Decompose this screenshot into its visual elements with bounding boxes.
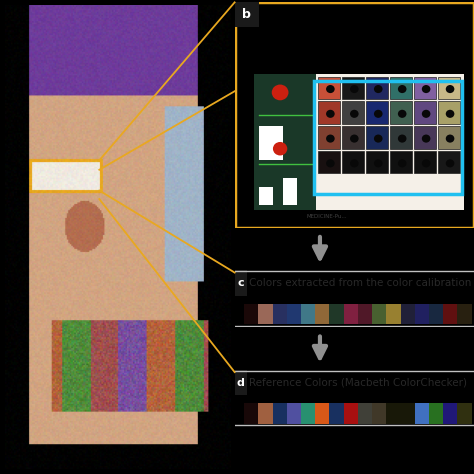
Bar <box>366 151 388 173</box>
Bar <box>287 403 301 424</box>
Circle shape <box>350 135 359 143</box>
Bar <box>283 178 297 205</box>
Circle shape <box>422 85 430 93</box>
Bar <box>429 304 443 324</box>
Bar <box>366 126 388 149</box>
Circle shape <box>374 85 383 93</box>
Bar <box>344 403 358 424</box>
Circle shape <box>422 110 430 118</box>
Bar <box>358 403 372 424</box>
Circle shape <box>446 110 455 118</box>
Circle shape <box>398 110 407 118</box>
Bar <box>301 304 315 324</box>
Bar <box>315 304 329 324</box>
Bar <box>386 304 401 324</box>
Bar <box>259 126 283 160</box>
Bar <box>254 74 465 210</box>
Bar <box>254 74 316 210</box>
Bar <box>438 77 460 99</box>
Circle shape <box>326 110 335 118</box>
Circle shape <box>374 135 383 143</box>
Bar <box>258 304 273 324</box>
Circle shape <box>398 85 407 93</box>
Text: Reference Colors (Macbeth ColorChecker): Reference Colors (Macbeth ColorChecker) <box>249 377 467 387</box>
Circle shape <box>446 135 455 143</box>
Circle shape <box>273 142 287 155</box>
Bar <box>319 101 340 124</box>
Bar <box>273 403 287 424</box>
Circle shape <box>374 110 383 118</box>
Circle shape <box>398 159 407 167</box>
Circle shape <box>422 159 430 167</box>
Bar <box>443 304 457 324</box>
Bar <box>342 126 364 149</box>
Text: Colors extracted from the color calibration pla: Colors extracted from the color calibrat… <box>249 278 474 288</box>
Bar <box>390 126 412 149</box>
Bar <box>415 403 429 424</box>
Bar <box>259 187 273 205</box>
Bar <box>438 126 460 149</box>
Bar <box>273 304 287 324</box>
Bar <box>438 101 460 124</box>
Bar <box>301 403 315 424</box>
Bar <box>342 151 364 173</box>
Bar <box>287 304 301 324</box>
Bar <box>372 403 386 424</box>
Circle shape <box>374 159 383 167</box>
Bar <box>319 77 340 99</box>
Text: c: c <box>237 278 244 288</box>
Bar <box>443 403 457 424</box>
Bar <box>366 101 388 124</box>
Circle shape <box>350 159 359 167</box>
Bar <box>244 403 258 424</box>
Bar <box>366 77 388 99</box>
Bar <box>390 151 412 173</box>
Circle shape <box>446 85 455 93</box>
Circle shape <box>350 85 359 93</box>
Bar <box>235 2 259 27</box>
Circle shape <box>350 110 359 118</box>
Circle shape <box>398 135 407 143</box>
Bar <box>258 403 273 424</box>
Bar <box>319 151 340 173</box>
Bar <box>319 126 340 149</box>
Bar <box>401 403 415 424</box>
Text: d: d <box>237 378 245 388</box>
Circle shape <box>422 135 430 143</box>
Bar <box>344 304 358 324</box>
Bar <box>372 304 386 324</box>
Bar <box>386 403 401 424</box>
Bar <box>414 101 436 124</box>
Bar <box>414 151 436 173</box>
Bar <box>342 77 364 99</box>
Bar <box>414 77 436 99</box>
Bar <box>235 370 246 395</box>
Circle shape <box>326 135 335 143</box>
Circle shape <box>446 159 455 167</box>
Bar <box>457 403 472 424</box>
Bar <box>235 270 246 296</box>
Bar <box>390 77 412 99</box>
Bar <box>315 403 329 424</box>
Bar <box>438 151 460 173</box>
Bar <box>390 101 412 124</box>
Bar <box>329 403 344 424</box>
Bar <box>314 81 462 194</box>
Bar <box>414 126 436 149</box>
Bar <box>342 101 364 124</box>
Bar <box>329 304 344 324</box>
Bar <box>244 304 258 324</box>
Circle shape <box>326 85 335 93</box>
Text: b: b <box>242 8 251 21</box>
Circle shape <box>272 84 289 100</box>
Bar <box>401 304 415 324</box>
Bar <box>457 304 472 324</box>
Text: MEDICINE-Pu...: MEDICINE-Pu... <box>306 214 347 219</box>
Bar <box>415 304 429 324</box>
Bar <box>429 403 443 424</box>
Bar <box>358 304 372 324</box>
Circle shape <box>326 159 335 167</box>
